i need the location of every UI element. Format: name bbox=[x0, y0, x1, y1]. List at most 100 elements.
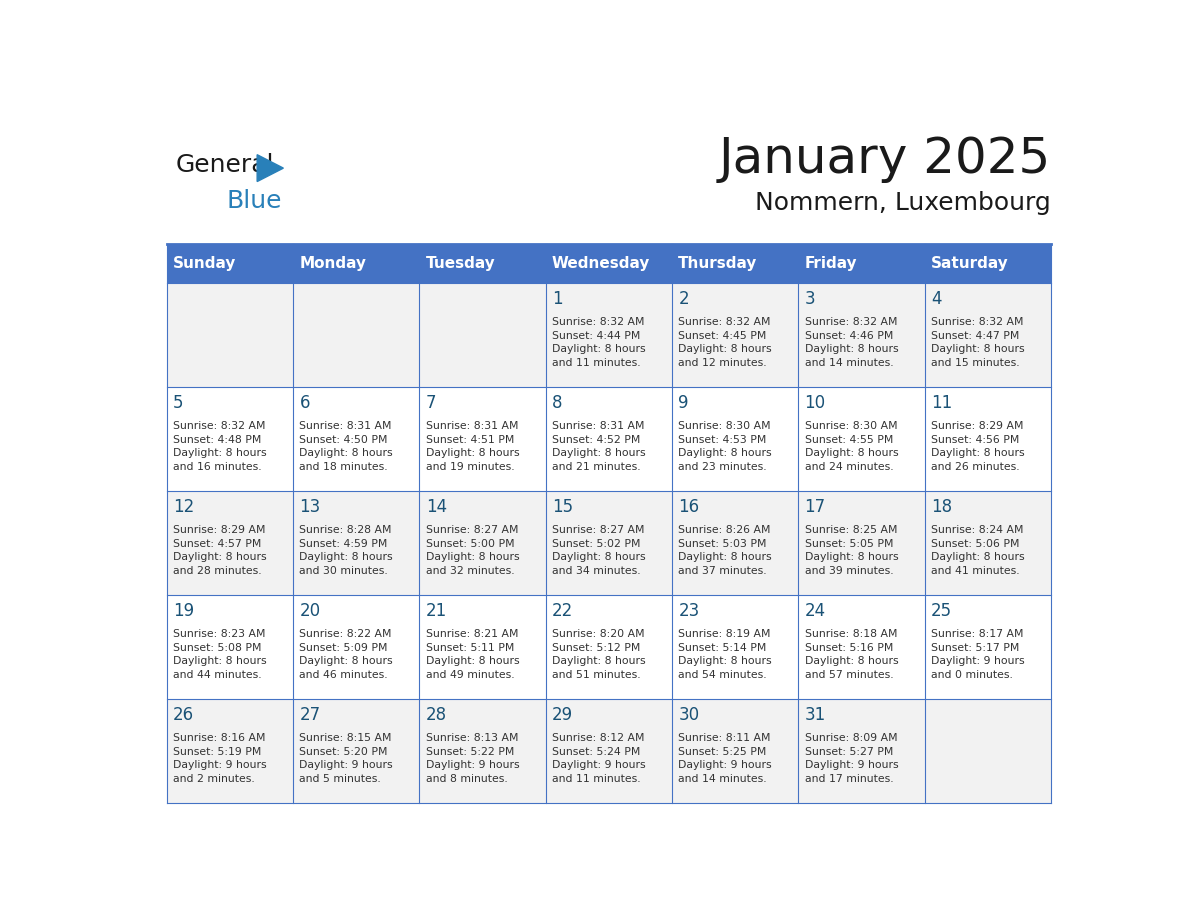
Text: 17: 17 bbox=[804, 498, 826, 516]
Text: 23: 23 bbox=[678, 602, 700, 621]
Text: 25: 25 bbox=[931, 602, 952, 621]
Bar bbox=[293, 491, 419, 595]
Bar bbox=[924, 284, 1051, 387]
Text: 14: 14 bbox=[425, 498, 447, 516]
Text: Sunrise: 8:15 AM
Sunset: 5:20 PM
Daylight: 9 hours
and 5 minutes.: Sunrise: 8:15 AM Sunset: 5:20 PM Dayligh… bbox=[299, 733, 393, 784]
Bar bbox=[419, 244, 545, 284]
Text: Sunrise: 8:32 AM
Sunset: 4:47 PM
Daylight: 8 hours
and 15 minutes.: Sunrise: 8:32 AM Sunset: 4:47 PM Dayligh… bbox=[931, 318, 1024, 368]
Text: Sunrise: 8:30 AM
Sunset: 4:53 PM
Daylight: 8 hours
and 23 minutes.: Sunrise: 8:30 AM Sunset: 4:53 PM Dayligh… bbox=[678, 421, 772, 472]
Text: 30: 30 bbox=[678, 706, 700, 724]
Bar bbox=[798, 595, 924, 699]
Bar bbox=[545, 699, 672, 803]
Bar bbox=[419, 595, 545, 699]
Text: Nommern, Luxembourg: Nommern, Luxembourg bbox=[756, 192, 1051, 216]
Bar bbox=[672, 699, 798, 803]
Text: Sunrise: 8:12 AM
Sunset: 5:24 PM
Daylight: 9 hours
and 11 minutes.: Sunrise: 8:12 AM Sunset: 5:24 PM Dayligh… bbox=[552, 733, 645, 784]
Bar bbox=[798, 387, 924, 491]
Text: Sunrise: 8:09 AM
Sunset: 5:27 PM
Daylight: 9 hours
and 17 minutes.: Sunrise: 8:09 AM Sunset: 5:27 PM Dayligh… bbox=[804, 733, 898, 784]
Text: 4: 4 bbox=[931, 290, 941, 308]
Text: 8: 8 bbox=[552, 395, 563, 412]
Text: Sunrise: 8:24 AM
Sunset: 5:06 PM
Daylight: 8 hours
and 41 minutes.: Sunrise: 8:24 AM Sunset: 5:06 PM Dayligh… bbox=[931, 525, 1024, 576]
Bar bbox=[166, 595, 293, 699]
Bar bbox=[672, 284, 798, 387]
Text: 26: 26 bbox=[173, 706, 195, 724]
Text: Saturday: Saturday bbox=[931, 256, 1009, 272]
Text: 3: 3 bbox=[804, 290, 815, 308]
Bar bbox=[293, 595, 419, 699]
Text: Sunday: Sunday bbox=[173, 256, 236, 272]
Bar bbox=[166, 699, 293, 803]
Text: 28: 28 bbox=[425, 706, 447, 724]
Text: 16: 16 bbox=[678, 498, 700, 516]
Bar bbox=[166, 491, 293, 595]
Bar bbox=[924, 699, 1051, 803]
Text: Sunrise: 8:17 AM
Sunset: 5:17 PM
Daylight: 9 hours
and 0 minutes.: Sunrise: 8:17 AM Sunset: 5:17 PM Dayligh… bbox=[931, 629, 1024, 680]
Bar bbox=[545, 284, 672, 387]
Text: 29: 29 bbox=[552, 706, 573, 724]
Text: Sunrise: 8:13 AM
Sunset: 5:22 PM
Daylight: 9 hours
and 8 minutes.: Sunrise: 8:13 AM Sunset: 5:22 PM Dayligh… bbox=[425, 733, 519, 784]
Bar bbox=[798, 699, 924, 803]
Text: Sunrise: 8:30 AM
Sunset: 4:55 PM
Daylight: 8 hours
and 24 minutes.: Sunrise: 8:30 AM Sunset: 4:55 PM Dayligh… bbox=[804, 421, 898, 472]
Text: Sunrise: 8:23 AM
Sunset: 5:08 PM
Daylight: 8 hours
and 44 minutes.: Sunrise: 8:23 AM Sunset: 5:08 PM Dayligh… bbox=[173, 629, 267, 680]
Text: Thursday: Thursday bbox=[678, 256, 758, 272]
Bar bbox=[924, 595, 1051, 699]
Text: 11: 11 bbox=[931, 395, 952, 412]
Text: Sunrise: 8:29 AM
Sunset: 4:56 PM
Daylight: 8 hours
and 26 minutes.: Sunrise: 8:29 AM Sunset: 4:56 PM Dayligh… bbox=[931, 421, 1024, 472]
Text: Sunrise: 8:22 AM
Sunset: 5:09 PM
Daylight: 8 hours
and 46 minutes.: Sunrise: 8:22 AM Sunset: 5:09 PM Dayligh… bbox=[299, 629, 393, 680]
Bar bbox=[672, 595, 798, 699]
Bar bbox=[672, 387, 798, 491]
Bar bbox=[293, 284, 419, 387]
Text: 21: 21 bbox=[425, 602, 447, 621]
Text: Sunrise: 8:26 AM
Sunset: 5:03 PM
Daylight: 8 hours
and 37 minutes.: Sunrise: 8:26 AM Sunset: 5:03 PM Dayligh… bbox=[678, 525, 772, 576]
Text: 22: 22 bbox=[552, 602, 574, 621]
Bar bbox=[545, 244, 672, 284]
Text: Sunrise: 8:20 AM
Sunset: 5:12 PM
Daylight: 8 hours
and 51 minutes.: Sunrise: 8:20 AM Sunset: 5:12 PM Dayligh… bbox=[552, 629, 645, 680]
Text: 20: 20 bbox=[299, 602, 321, 621]
Text: 12: 12 bbox=[173, 498, 195, 516]
Text: Sunrise: 8:31 AM
Sunset: 4:50 PM
Daylight: 8 hours
and 18 minutes.: Sunrise: 8:31 AM Sunset: 4:50 PM Dayligh… bbox=[299, 421, 393, 472]
Bar bbox=[166, 244, 293, 284]
Bar bbox=[924, 244, 1051, 284]
Bar bbox=[924, 491, 1051, 595]
Text: Blue: Blue bbox=[227, 189, 283, 213]
Text: Sunrise: 8:16 AM
Sunset: 5:19 PM
Daylight: 9 hours
and 2 minutes.: Sunrise: 8:16 AM Sunset: 5:19 PM Dayligh… bbox=[173, 733, 267, 784]
Text: 13: 13 bbox=[299, 498, 321, 516]
Text: Sunrise: 8:28 AM
Sunset: 4:59 PM
Daylight: 8 hours
and 30 minutes.: Sunrise: 8:28 AM Sunset: 4:59 PM Dayligh… bbox=[299, 525, 393, 576]
Bar bbox=[545, 387, 672, 491]
Text: Sunrise: 8:32 AM
Sunset: 4:46 PM
Daylight: 8 hours
and 14 minutes.: Sunrise: 8:32 AM Sunset: 4:46 PM Dayligh… bbox=[804, 318, 898, 368]
Bar bbox=[545, 491, 672, 595]
Text: 10: 10 bbox=[804, 395, 826, 412]
Bar bbox=[798, 284, 924, 387]
Text: 5: 5 bbox=[173, 395, 184, 412]
Text: 18: 18 bbox=[931, 498, 952, 516]
Text: 2: 2 bbox=[678, 290, 689, 308]
Text: 24: 24 bbox=[804, 602, 826, 621]
Bar bbox=[419, 699, 545, 803]
Bar bbox=[798, 491, 924, 595]
Bar bbox=[293, 387, 419, 491]
Text: Wednesday: Wednesday bbox=[552, 256, 650, 272]
Text: 27: 27 bbox=[299, 706, 321, 724]
Text: Sunrise: 8:21 AM
Sunset: 5:11 PM
Daylight: 8 hours
and 49 minutes.: Sunrise: 8:21 AM Sunset: 5:11 PM Dayligh… bbox=[425, 629, 519, 680]
Bar bbox=[798, 244, 924, 284]
Text: Sunrise: 8:32 AM
Sunset: 4:48 PM
Daylight: 8 hours
and 16 minutes.: Sunrise: 8:32 AM Sunset: 4:48 PM Dayligh… bbox=[173, 421, 267, 472]
Bar bbox=[166, 284, 293, 387]
Polygon shape bbox=[257, 155, 284, 182]
Bar bbox=[419, 284, 545, 387]
Text: Sunrise: 8:31 AM
Sunset: 4:51 PM
Daylight: 8 hours
and 19 minutes.: Sunrise: 8:31 AM Sunset: 4:51 PM Dayligh… bbox=[425, 421, 519, 472]
Bar bbox=[924, 387, 1051, 491]
Bar bbox=[672, 491, 798, 595]
Bar bbox=[166, 387, 293, 491]
Text: Sunrise: 8:32 AM
Sunset: 4:45 PM
Daylight: 8 hours
and 12 minutes.: Sunrise: 8:32 AM Sunset: 4:45 PM Dayligh… bbox=[678, 318, 772, 368]
Text: Sunrise: 8:19 AM
Sunset: 5:14 PM
Daylight: 8 hours
and 54 minutes.: Sunrise: 8:19 AM Sunset: 5:14 PM Dayligh… bbox=[678, 629, 772, 680]
Text: Sunrise: 8:11 AM
Sunset: 5:25 PM
Daylight: 9 hours
and 14 minutes.: Sunrise: 8:11 AM Sunset: 5:25 PM Dayligh… bbox=[678, 733, 772, 784]
Bar bbox=[672, 244, 798, 284]
Text: Monday: Monday bbox=[299, 256, 366, 272]
Text: 6: 6 bbox=[299, 395, 310, 412]
Text: Friday: Friday bbox=[804, 256, 858, 272]
Bar bbox=[419, 491, 545, 595]
Text: Sunrise: 8:25 AM
Sunset: 5:05 PM
Daylight: 8 hours
and 39 minutes.: Sunrise: 8:25 AM Sunset: 5:05 PM Dayligh… bbox=[804, 525, 898, 576]
Text: Sunrise: 8:31 AM
Sunset: 4:52 PM
Daylight: 8 hours
and 21 minutes.: Sunrise: 8:31 AM Sunset: 4:52 PM Dayligh… bbox=[552, 421, 645, 472]
Bar bbox=[545, 595, 672, 699]
Bar bbox=[293, 699, 419, 803]
